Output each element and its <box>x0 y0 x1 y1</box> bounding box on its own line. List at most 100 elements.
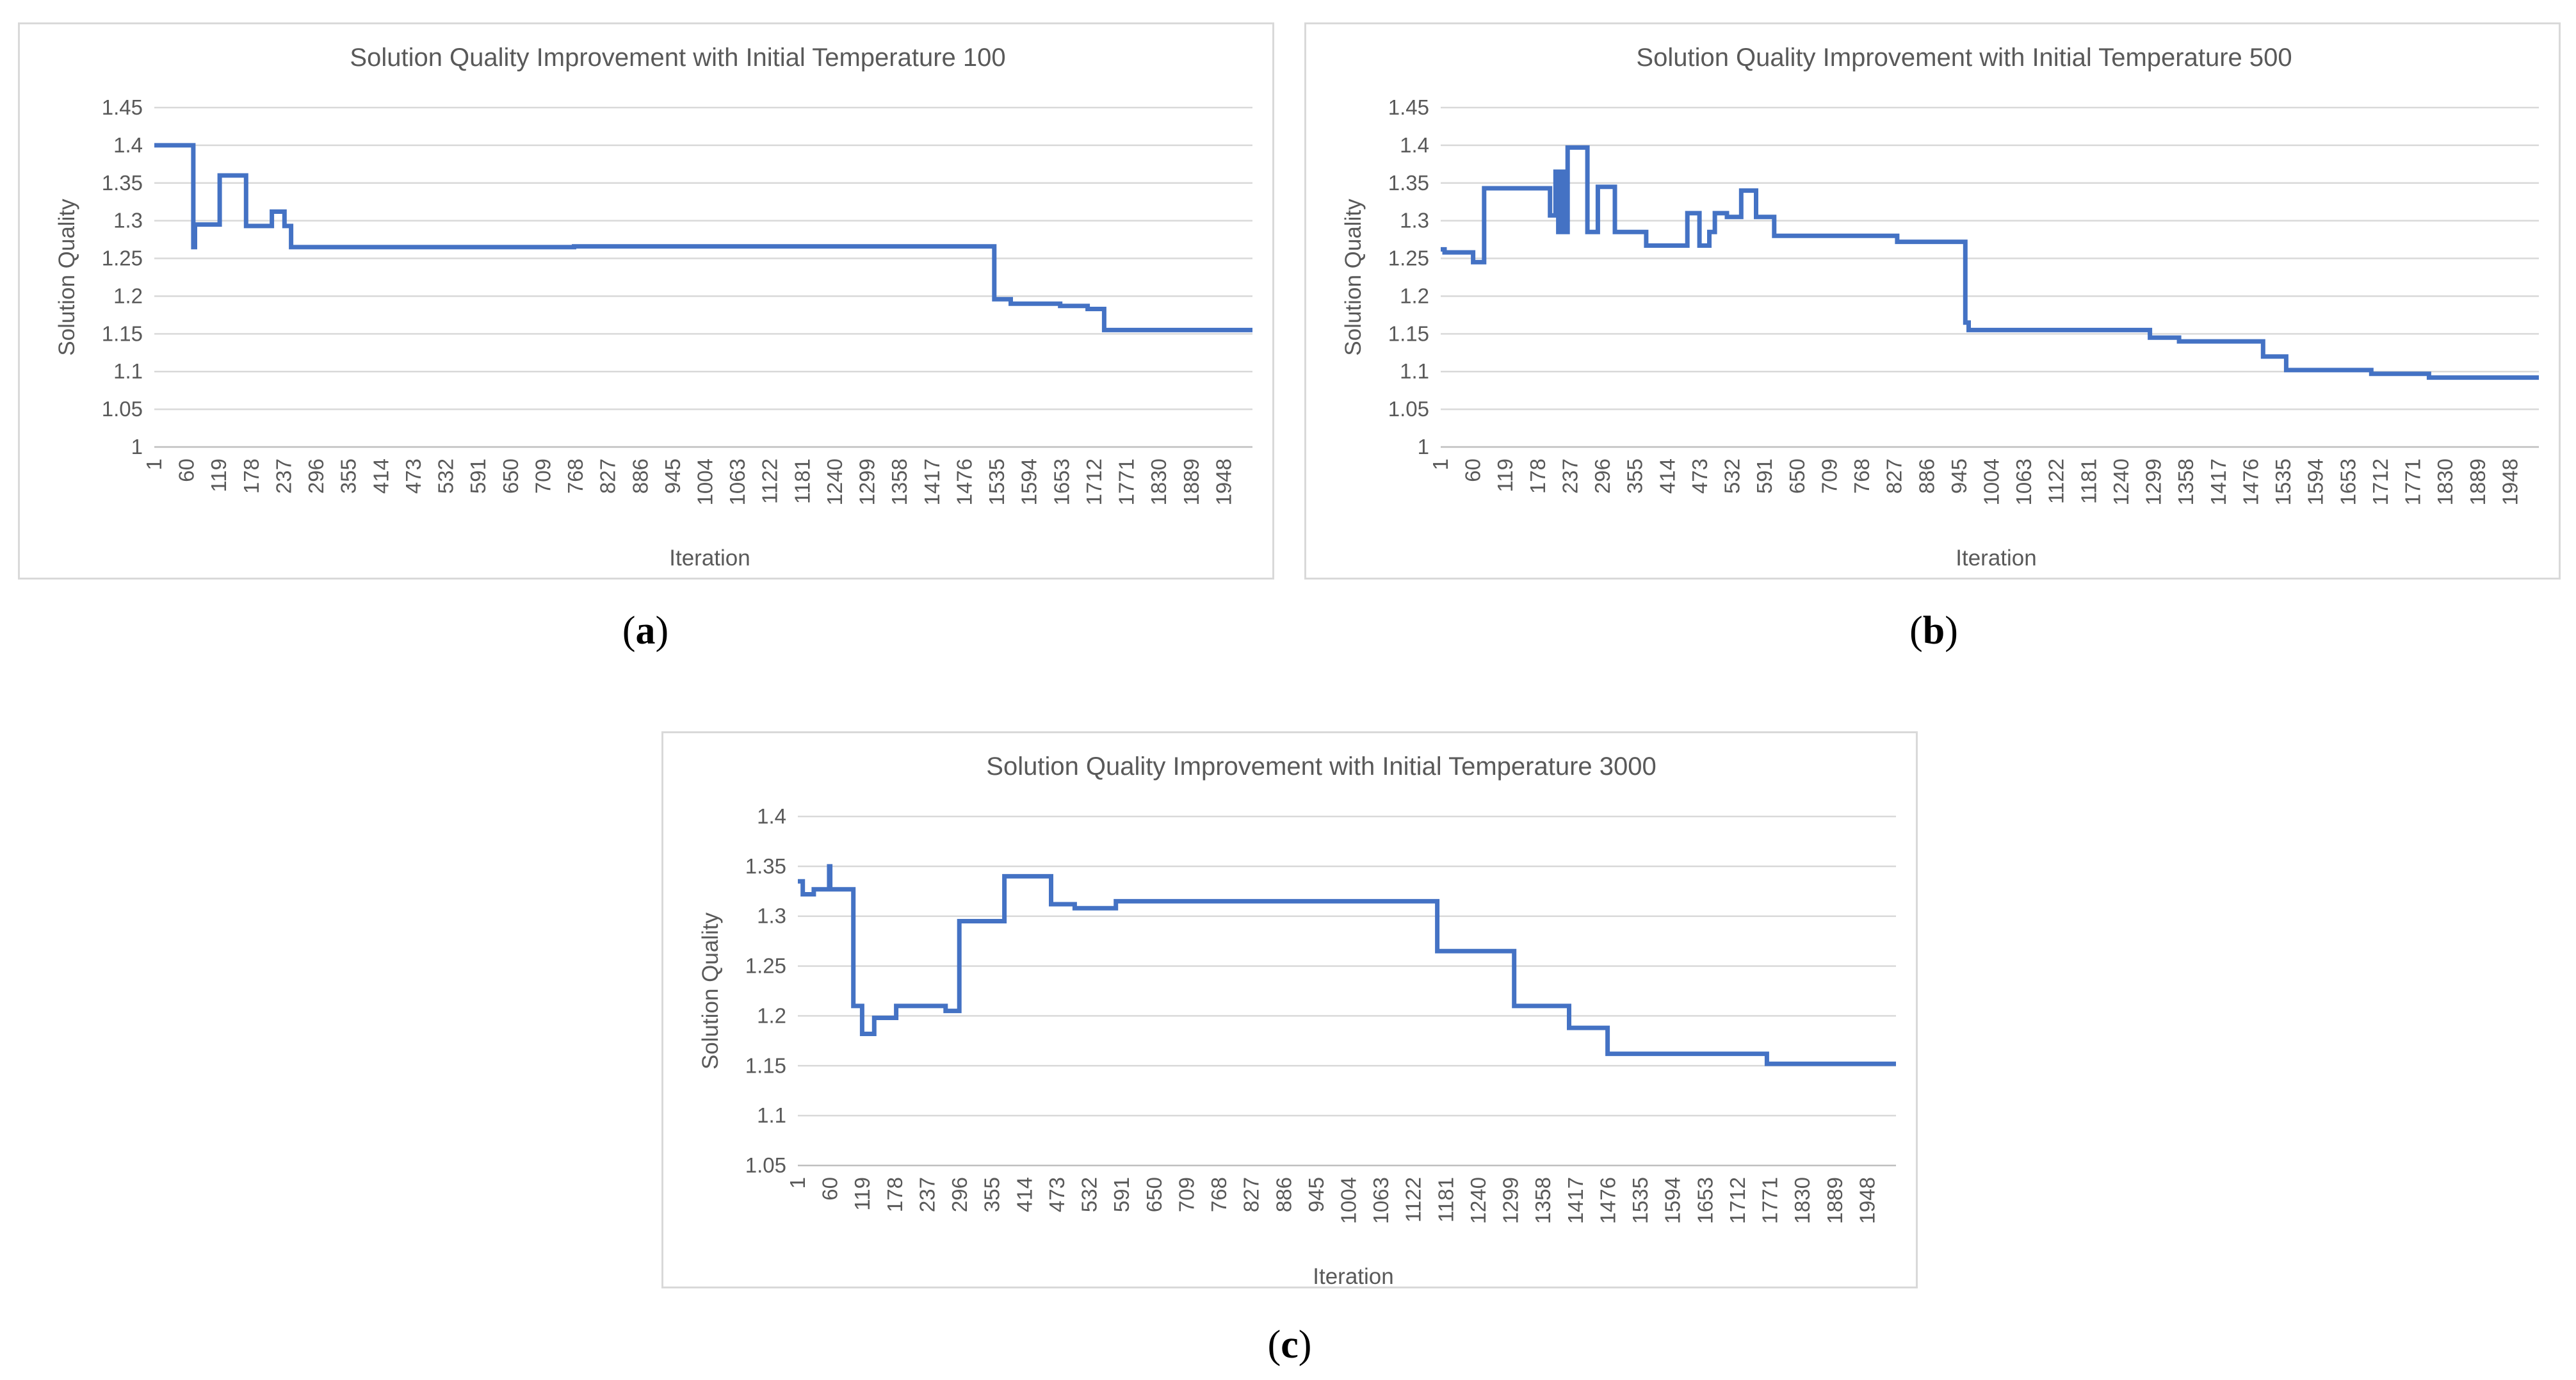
x-tick-label: 296 <box>304 459 328 494</box>
y-tick-label: 1.25 <box>1388 247 1429 270</box>
x-tick-label: 1889 <box>1179 459 1203 505</box>
chart-panel-a: Solution Quality Improvement with Initia… <box>18 22 1274 580</box>
x-tick-label: 1594 <box>1661 1177 1685 1224</box>
series-line <box>1441 145 2539 380</box>
x-tick-label: 1358 <box>887 459 911 505</box>
x-tick-label: 1181 <box>790 459 814 504</box>
x-tick-label: 827 <box>1883 459 1906 494</box>
x-tick-label: 296 <box>1591 459 1614 494</box>
x-tick-label: 768 <box>1850 459 1874 494</box>
x-tick-label: 1535 <box>1628 1177 1652 1224</box>
y-tick-label: 1.35 <box>745 854 786 878</box>
x-tick-label: 1063 <box>1369 1177 1393 1224</box>
caption-b: (b) <box>1909 609 1958 653</box>
x-tick-label: 886 <box>1915 459 1938 494</box>
y-tick-label: 1.4 <box>113 133 143 157</box>
x-tick-label: 827 <box>1240 1177 1263 1212</box>
x-tick-label: 1712 <box>1726 1177 1749 1224</box>
x-tick-label: 119 <box>850 1177 874 1211</box>
x-tick-label: 1122 <box>1402 1177 1425 1222</box>
x-tick-label: 532 <box>434 459 458 494</box>
x-tick-label: 650 <box>1785 459 1809 494</box>
x-tick-label: 1417 <box>2207 459 2230 505</box>
x-tick-label: 1 <box>786 1177 809 1189</box>
x-axis-label: Iteration <box>1956 546 2036 571</box>
y-tick-label: 1.35 <box>1388 171 1429 195</box>
x-tick-label: 1004 <box>693 459 717 505</box>
y-tick-label: 1.15 <box>102 321 143 345</box>
x-tick-label: 237 <box>271 459 295 494</box>
x-tick-label: 1299 <box>2142 459 2166 505</box>
chart-title: Solution Quality Improvement with Initia… <box>986 752 1656 781</box>
x-tick-label: 1358 <box>1531 1177 1555 1224</box>
x-tick-label: 237 <box>1558 459 1582 494</box>
x-tick-label: 1594 <box>2304 459 2328 505</box>
x-tick-label: 532 <box>1078 1177 1101 1212</box>
y-tick-label: 1.05 <box>745 1153 786 1177</box>
x-tick-label: 1830 <box>2433 459 2457 505</box>
x-tick-label: 414 <box>1012 1177 1036 1212</box>
x-tick-label: 178 <box>239 459 263 494</box>
x-tick-label: 237 <box>915 1177 939 1212</box>
x-tick-label: 414 <box>369 459 393 494</box>
x-tick-label: 886 <box>1272 1177 1295 1212</box>
x-tick-label: 178 <box>883 1177 907 1212</box>
x-tick-label: 650 <box>1142 1177 1166 1212</box>
x-tick-label: 1771 <box>1115 459 1138 505</box>
series-line <box>154 143 1252 332</box>
x-tick-label: 1712 <box>1082 459 1106 505</box>
x-tick-label: 1358 <box>2174 459 2198 505</box>
x-tick-label: 827 <box>596 459 620 494</box>
x-tick-label: 1299 <box>1499 1177 1523 1224</box>
y-tick-label: 1.3 <box>1400 209 1429 232</box>
y-tick-label: 1.1 <box>113 359 143 383</box>
x-tick-label: 1 <box>142 459 166 470</box>
x-tick-label: 355 <box>337 459 360 494</box>
y-tick-label: 1.15 <box>745 1053 786 1077</box>
series-line <box>798 864 1896 1066</box>
x-tick-label: 1830 <box>1790 1177 1814 1224</box>
x-tick-label: 886 <box>628 459 652 494</box>
x-tick-label: 1830 <box>1147 459 1171 505</box>
x-tick-label: 1889 <box>2466 459 2490 505</box>
x-tick-label: 60 <box>818 1177 842 1201</box>
x-tick-label: 1476 <box>1596 1177 1619 1224</box>
x-tick-label: 60 <box>175 459 198 482</box>
x-tick-label: 945 <box>1947 459 1971 494</box>
x-axis-label: Iteration <box>1313 1264 1393 1289</box>
x-tick-label: 1535 <box>985 459 1009 505</box>
x-tick-label: 60 <box>1461 459 1485 482</box>
y-tick-label: 1.15 <box>1388 321 1429 345</box>
chart-svg-b: Solution Quality Improvement with Initia… <box>1341 44 2539 571</box>
x-tick-label: 178 <box>1526 459 1550 494</box>
x-tick-label: 1476 <box>2239 459 2262 505</box>
y-tick-label: 1.3 <box>757 904 786 928</box>
x-tick-label: 591 <box>466 459 490 494</box>
x-tick-label: 1417 <box>920 459 944 505</box>
x-tick-label: 473 <box>1045 1177 1069 1212</box>
x-tick-label: 1594 <box>1017 459 1041 505</box>
chart-title: Solution Quality Improvement with Initia… <box>350 44 1005 72</box>
x-tick-label: 1004 <box>1980 459 2004 505</box>
x-tick-label: 945 <box>1304 1177 1328 1212</box>
y-tick-label: 1 <box>131 435 143 459</box>
y-tick-label: 1.4 <box>1400 133 1429 157</box>
x-tick-label: 1417 <box>1564 1177 1587 1224</box>
x-tick-label: 532 <box>1721 459 1744 494</box>
chart-svg-c: Solution Quality Improvement with Initia… <box>698 752 1896 1289</box>
x-tick-label: 355 <box>1623 459 1647 494</box>
x-tick-label: 1122 <box>2045 459 2068 504</box>
y-axis-label: Solution Quality <box>1341 199 1366 356</box>
x-tick-label: 1299 <box>855 459 879 505</box>
x-tick-label: 1240 <box>823 459 847 505</box>
x-tick-label: 945 <box>661 459 685 494</box>
y-tick-label: 1.45 <box>102 95 143 119</box>
x-tick-label: 1948 <box>1211 459 1235 505</box>
x-tick-label: 1771 <box>1758 1177 1782 1224</box>
y-tick-label: 1.05 <box>102 397 143 421</box>
y-axis-label: Solution Quality <box>54 199 79 356</box>
y-tick-label: 1.2 <box>1400 284 1429 307</box>
x-tick-label: 709 <box>1174 1177 1198 1212</box>
x-tick-label: 1889 <box>1823 1177 1847 1224</box>
x-tick-label: 1181 <box>1434 1177 1457 1222</box>
